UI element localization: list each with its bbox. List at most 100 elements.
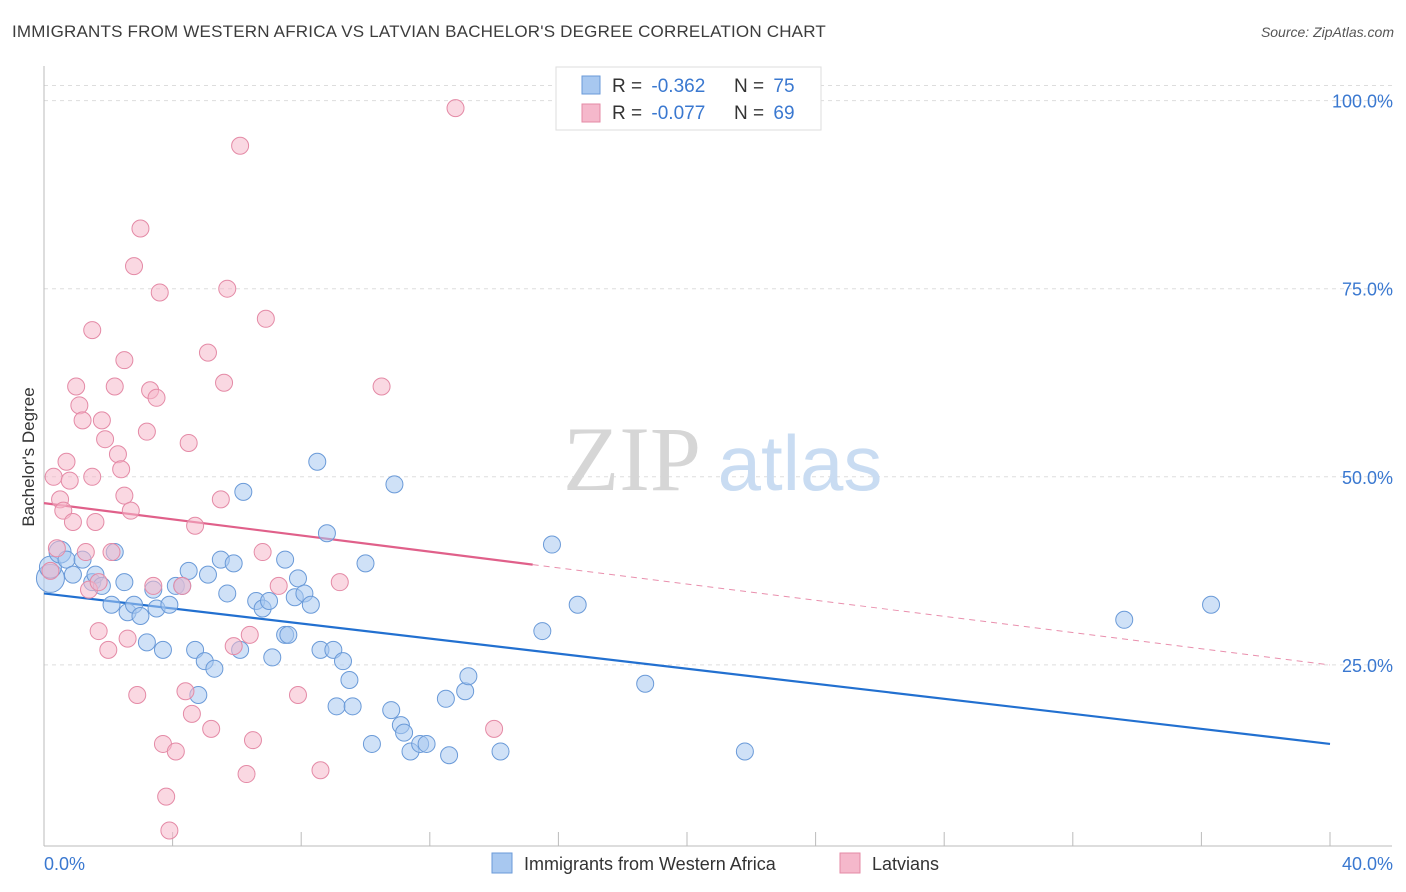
data-point-latvians (330, 573, 349, 592)
data-point-western-africa (218, 584, 237, 603)
watermark-zip: ZIP (563, 408, 701, 510)
data-point-latvians (182, 704, 201, 723)
data-point-latvians (73, 411, 92, 430)
data-point-latvians (311, 761, 330, 780)
data-point-western-africa (115, 573, 134, 592)
regression-lines (43, 502, 1331, 746)
data-point-latvians (121, 501, 140, 520)
data-point-latvians (128, 686, 147, 705)
data-point-western-africa (385, 475, 404, 494)
data-point-latvians (76, 543, 95, 562)
data-point-latvians (173, 576, 192, 595)
data-point-latvians (288, 686, 307, 705)
data-point-western-africa (308, 452, 327, 471)
y-tick-label: 100.0% (1332, 92, 1393, 112)
data-point-latvians (157, 787, 176, 806)
grid-lines (44, 85, 1392, 666)
watermark: ZIP atlas (563, 408, 882, 510)
data-point-western-africa (301, 595, 320, 614)
data-point-western-africa (533, 622, 552, 641)
data-point-western-africa (160, 595, 179, 614)
data-point-western-africa (362, 734, 381, 753)
data-point-latvians (115, 486, 134, 505)
data-point-western-africa (491, 742, 510, 761)
data-point-western-africa (440, 746, 459, 765)
data-point-latvians (202, 719, 221, 738)
data-point-latvians (166, 742, 185, 761)
data-point-latvians (176, 682, 195, 701)
data-point-latvians (224, 637, 243, 656)
data-point-western-africa (276, 550, 295, 569)
data-point-latvians (41, 561, 60, 580)
data-point-western-africa (382, 701, 401, 720)
data-point-western-africa (1202, 595, 1221, 614)
data-point-western-africa (343, 697, 362, 716)
legend-swatch-pink (581, 103, 601, 123)
data-point-latvians (147, 388, 166, 407)
legend-n-value-2: 69 (773, 103, 794, 124)
svg-text:R = -0.077: R = -0.077 (612, 103, 705, 124)
data-point-latvians (70, 396, 89, 415)
svg-text:N = 75: N = 75 (734, 76, 795, 97)
legend-n-label-2: N = (734, 103, 764, 124)
data-point-western-africa (234, 482, 253, 501)
data-point-latvians (372, 377, 391, 396)
data-point-latvians (211, 490, 230, 509)
y-tick-label: 25.0% (1342, 656, 1393, 676)
data-point-latvians (112, 460, 131, 479)
data-point-western-africa (63, 565, 82, 584)
data-point-latvians (47, 539, 66, 558)
y-tick-label: 75.0% (1342, 280, 1393, 300)
data-point-western-africa (459, 667, 478, 686)
series-legend-label-pink: Latvians (872, 854, 939, 874)
data-point-latvians (237, 765, 256, 784)
data-point-latvians (60, 471, 79, 490)
data-point-western-africa (224, 554, 243, 573)
data-point-latvians (108, 445, 127, 464)
x-tick-labels: 0.0% 40.0% (44, 854, 1393, 874)
data-point-latvians (144, 576, 163, 595)
series-legend-swatch-pink (839, 852, 861, 874)
data-point-western-africa (205, 659, 224, 678)
data-point-western-africa (436, 689, 455, 708)
data-point-latvians (67, 377, 86, 396)
regression-line-pink-extension (532, 564, 1331, 666)
data-point-western-africa (279, 625, 298, 644)
data-point-western-africa (356, 554, 375, 573)
legend-swatch-blue (581, 75, 601, 95)
data-point-western-africa (542, 535, 561, 554)
data-point-latvians (105, 377, 124, 396)
data-point-latvians (92, 411, 111, 430)
data-point-western-africa (288, 569, 307, 588)
data-point-latvians (160, 821, 179, 840)
stats-legend: R = -0.362 N = 75 R = -0.077 N = 69 (555, 66, 822, 131)
svg-text:N = 69: N = 69 (734, 103, 795, 124)
data-point-western-africa (636, 674, 655, 693)
data-point-latvians (89, 622, 108, 641)
data-point-latvians (215, 373, 234, 392)
data-point-latvians (240, 625, 259, 644)
y-tick-label: 50.0% (1342, 468, 1393, 488)
data-point-western-africa (568, 595, 587, 614)
data-point-western-africa (417, 734, 436, 753)
data-point-latvians (83, 321, 102, 340)
data-point-latvians (179, 433, 198, 452)
data-point-latvians (253, 543, 272, 562)
watermark-atlas: atlas (718, 419, 883, 507)
series-legend-label-blue: Immigrants from Western Africa (524, 854, 777, 874)
data-point-western-africa (153, 640, 172, 659)
data-point-latvians (137, 422, 156, 441)
data-point-western-africa (333, 652, 352, 671)
legend-n-value-1: 75 (773, 76, 794, 97)
data-point-western-africa (317, 524, 336, 543)
legend-r-value-2: -0.077 (651, 103, 705, 124)
data-point-latvians (446, 99, 465, 118)
legend-r-label-1: R = (612, 76, 642, 97)
regression-line-blue (43, 592, 1331, 746)
data-point-latvians (231, 136, 250, 155)
data-point-western-africa (1115, 610, 1134, 629)
data-point-western-africa (456, 682, 475, 701)
data-point-latvians (83, 467, 102, 486)
data-point-latvians (125, 257, 144, 276)
